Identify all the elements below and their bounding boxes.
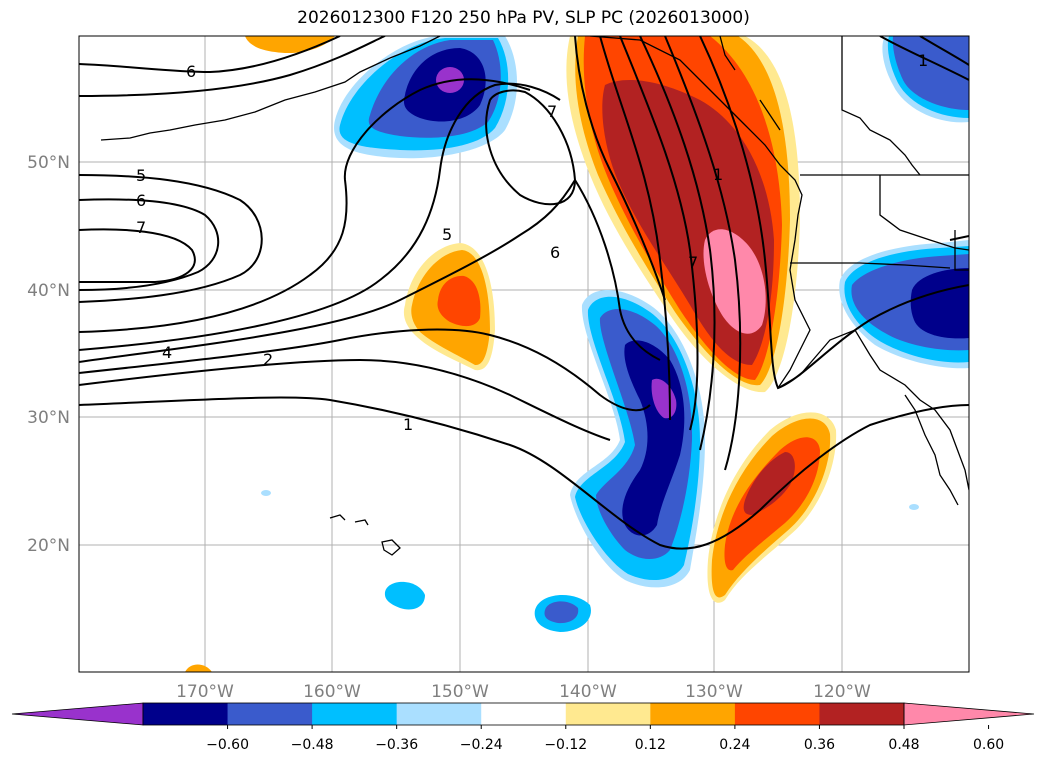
pv-negative-gulf-alaska <box>334 36 518 159</box>
pv-positive-subtropical <box>707 412 837 603</box>
colorbar-segment <box>312 703 398 725</box>
contour-label: 4 <box>162 343 172 362</box>
colorbar-tick-label: 0.48 <box>888 737 919 753</box>
contour-label: 2 <box>263 350 273 369</box>
colorbar-tick-label: 0.12 <box>635 737 666 753</box>
map-plot-area: 6 5 6 7 5 6 7 4 2 1 1 7 1 <box>79 36 969 672</box>
slp-contours <box>79 36 969 550</box>
colorbar: −0.60 −0.48 −0.36 −0.24 −0.12 0.12 0.24 0.36 0.4… <box>11 702 1035 753</box>
colorbar-segment <box>734 703 820 725</box>
colorbar-extend-max <box>903 702 1035 726</box>
colorbar-tick-label: −0.36 <box>375 737 418 753</box>
colorbar-tick-label: −0.12 <box>544 737 587 753</box>
lon-label: 170°W <box>176 682 234 702</box>
contour-label: 5 <box>136 166 146 185</box>
colorbar-segment <box>396 703 482 725</box>
colorbar-segment <box>143 703 229 725</box>
lat-label: 20°N <box>27 536 70 556</box>
lat-label: 50°N <box>27 153 70 173</box>
lon-label: 130°W <box>685 682 743 702</box>
contour-label: 6 <box>186 62 196 81</box>
pv-small-blobs <box>185 36 919 672</box>
colorbar-segment <box>819 703 905 725</box>
coastlines <box>100 36 969 556</box>
colorbar-segment <box>227 703 313 725</box>
colorbar-segment <box>565 703 651 725</box>
map-frame <box>78 35 970 673</box>
lon-label: 150°W <box>431 682 489 702</box>
lat-label: 30°N <box>27 408 70 428</box>
pv-negative-central-band <box>570 290 705 588</box>
contour-label: 1 <box>403 415 413 434</box>
contour-label: 7 <box>688 253 698 272</box>
lon-label: 160°W <box>303 682 361 702</box>
contour-label: 1 <box>918 51 928 70</box>
colorbar-tick-label: 0.36 <box>804 737 835 753</box>
colorbar-tick-label: −0.24 <box>460 737 503 753</box>
colorbar-tick-label: 0.60 <box>973 737 1004 753</box>
colorbar-extend-min <box>11 702 144 726</box>
lon-axis-labels: 170°W 160°W 150°W 140°W 130°W 120°W <box>176 682 871 702</box>
contour-labels: 6 5 6 7 5 6 7 4 2 1 1 7 1 <box>136 51 928 434</box>
colorbar-tick-label: −0.48 <box>291 737 334 753</box>
pv-positive-pacific-nw <box>566 36 800 393</box>
contour-label: 6 <box>136 191 146 210</box>
contour-label: 7 <box>136 218 146 237</box>
colorbar-tick-label: 0.24 <box>719 737 750 753</box>
contour-label: 7 <box>547 102 557 121</box>
colorbar-segment <box>650 703 736 725</box>
lat-label: 40°N <box>27 281 70 301</box>
lon-label: 140°W <box>559 682 617 702</box>
contour-label: 6 <box>550 243 560 262</box>
lat-axis-labels: 50°N 40°N 30°N 20°N <box>27 153 70 556</box>
colorbar-segment <box>481 703 567 725</box>
pv-positive-central-pacific <box>403 243 495 371</box>
lon-label: 120°W <box>813 682 871 702</box>
chart-title: 2026012300 F120 250 hPa PV, SLP PC (2026… <box>297 8 750 28</box>
colorbar-frame <box>142 702 905 726</box>
colorbar-tick-label: −0.60 <box>206 737 249 753</box>
contour-label: 1 <box>713 165 723 184</box>
contour-label: 5 <box>442 225 452 244</box>
